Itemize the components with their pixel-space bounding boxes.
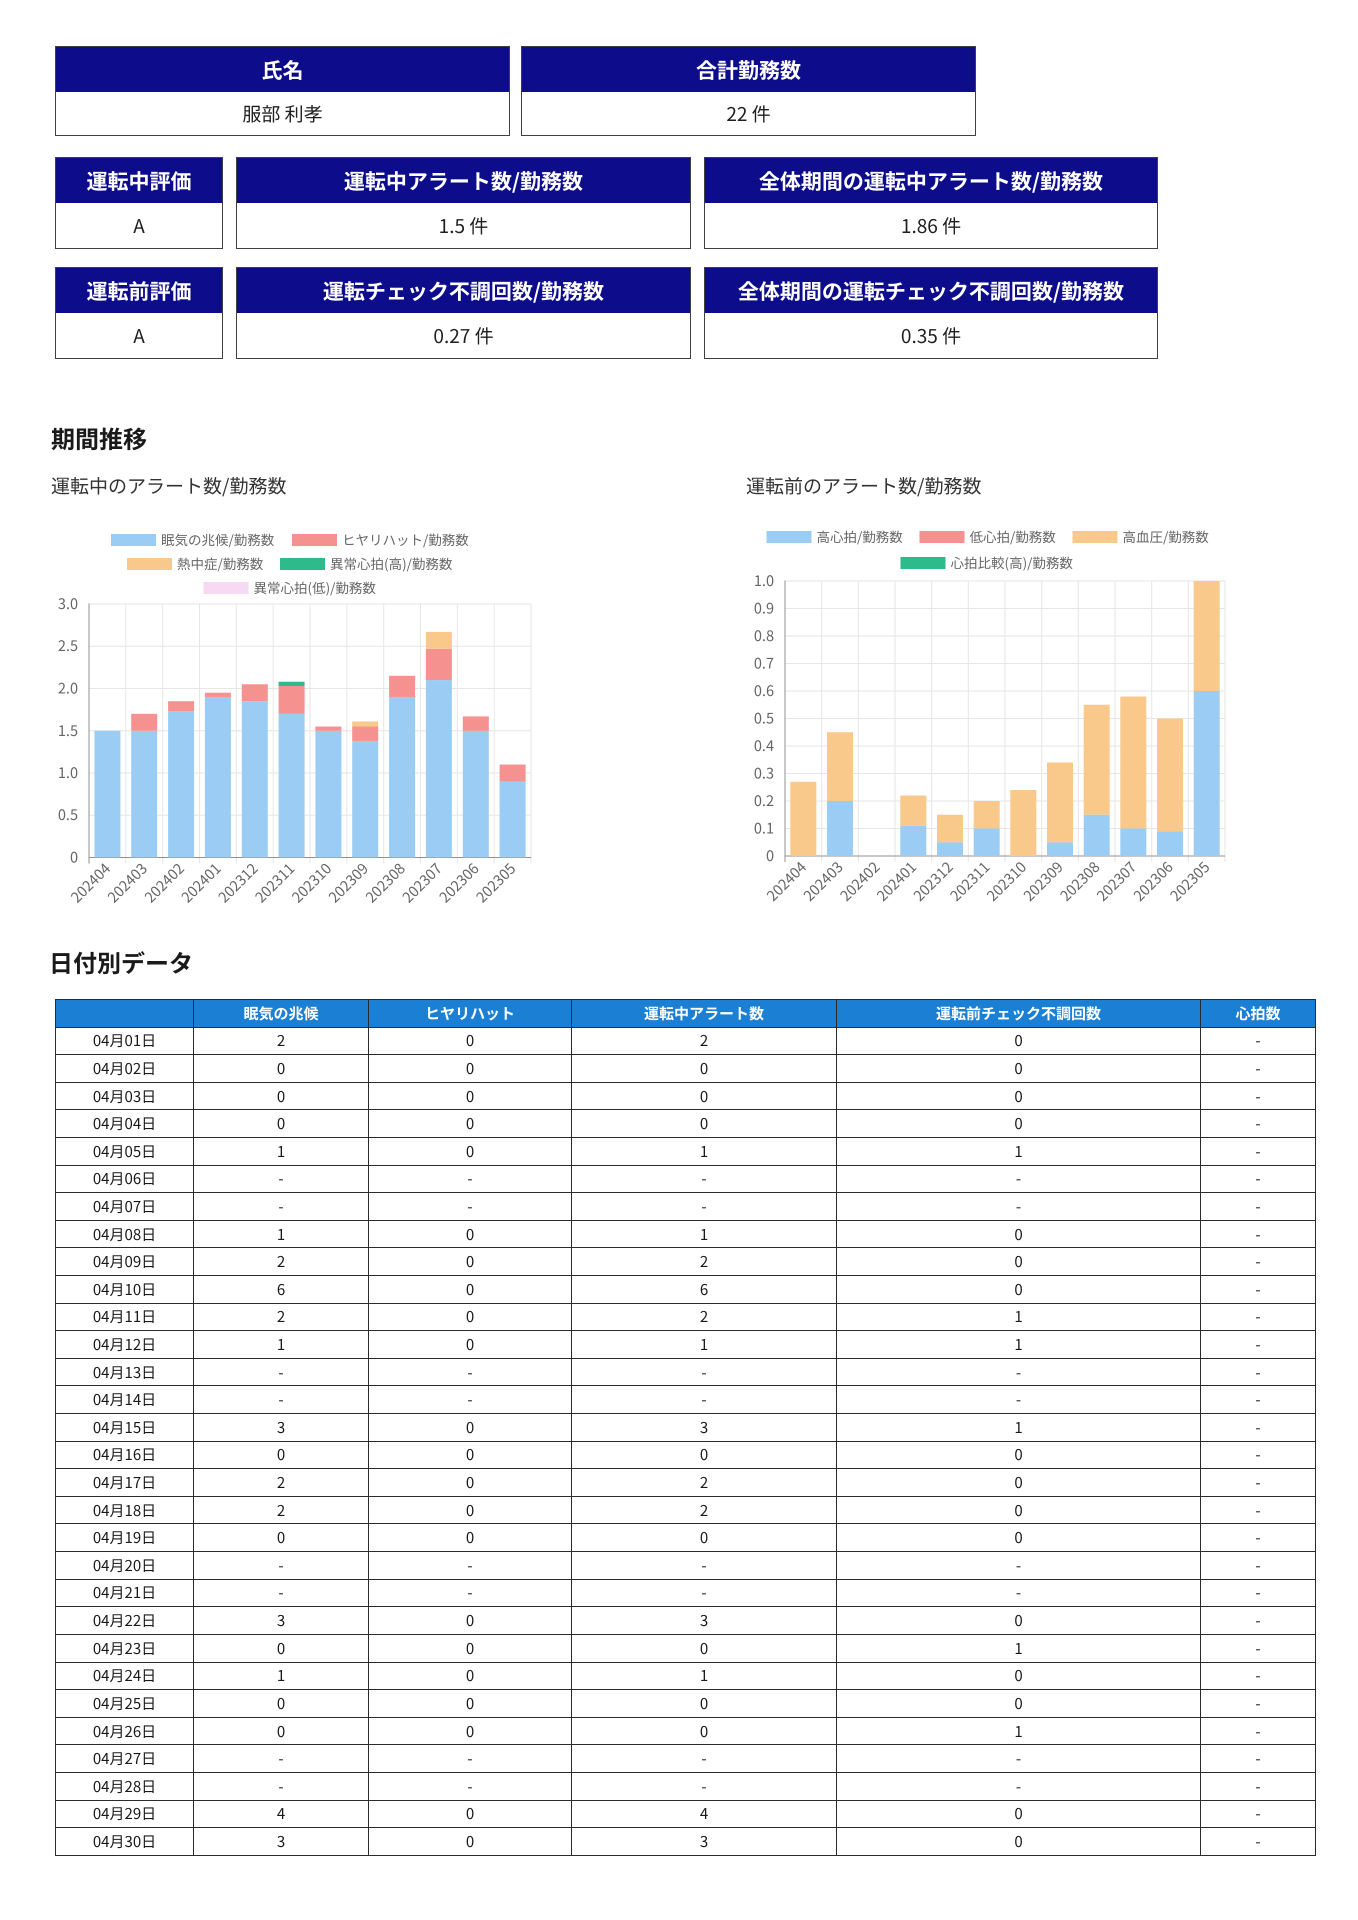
svg-text:202312: 202312 xyxy=(213,858,262,907)
svg-text:202402: 202402 xyxy=(835,857,884,906)
svg-text:2.0: 2.0 xyxy=(58,678,78,699)
svg-text:心拍比較(高)/勤務数: 心拍比較(高)/勤務数 xyxy=(951,552,1074,572)
svg-text:異常心拍(高)/勤務数: 異常心拍(高)/勤務数 xyxy=(330,553,453,573)
svg-text:1.0: 1.0 xyxy=(58,762,78,783)
svg-text:異常心拍(低)/勤務数: 異常心拍(低)/勤務数 xyxy=(254,577,377,597)
svg-text:0.1: 0.1 xyxy=(754,818,774,839)
svg-text:低心拍/勤務数: 低心拍/勤務数 xyxy=(970,526,1057,546)
svg-text:眠気の兆候/勤務数: 眠気の兆候/勤務数 xyxy=(161,529,275,549)
svg-text:202307: 202307 xyxy=(1092,857,1141,906)
svg-text:0.6: 0.6 xyxy=(754,680,774,701)
svg-text:2.5: 2.5 xyxy=(58,635,78,656)
svg-text:0: 0 xyxy=(766,845,774,866)
svg-text:202309: 202309 xyxy=(324,858,373,907)
svg-text:3.0: 3.0 xyxy=(58,593,78,614)
svg-text:202308: 202308 xyxy=(361,858,410,907)
svg-text:202311: 202311 xyxy=(945,857,994,906)
svg-text:0: 0 xyxy=(70,847,78,868)
svg-text:202401: 202401 xyxy=(176,858,225,907)
svg-text:0.5: 0.5 xyxy=(754,708,774,729)
svg-text:0.8: 0.8 xyxy=(754,625,774,646)
svg-text:202402: 202402 xyxy=(140,858,189,907)
svg-text:202403: 202403 xyxy=(799,857,848,906)
svg-text:0.7: 0.7 xyxy=(754,653,774,674)
svg-text:202403: 202403 xyxy=(103,858,152,907)
svg-text:0.2: 0.2 xyxy=(754,790,774,811)
svg-text:202309: 202309 xyxy=(1019,857,1068,906)
svg-text:1.0: 1.0 xyxy=(754,570,774,591)
svg-text:202308: 202308 xyxy=(1055,857,1104,906)
svg-text:0.5: 0.5 xyxy=(58,804,78,825)
svg-text:高血圧/勤務数: 高血圧/勤務数 xyxy=(1123,526,1210,546)
svg-text:高心拍/勤務数: 高心拍/勤務数 xyxy=(817,526,904,546)
svg-text:202310: 202310 xyxy=(287,858,336,907)
svg-text:0.9: 0.9 xyxy=(754,598,774,619)
svg-text:202310: 202310 xyxy=(982,857,1031,906)
svg-text:0.3: 0.3 xyxy=(754,763,774,784)
svg-text:熱中症/勤務数: 熱中症/勤務数 xyxy=(177,553,264,573)
svg-text:202312: 202312 xyxy=(909,857,958,906)
svg-text:202401: 202401 xyxy=(872,857,921,906)
svg-text:202307: 202307 xyxy=(397,858,446,907)
svg-text:0.4: 0.4 xyxy=(754,735,774,756)
svg-text:ヒヤリハット/勤務数: ヒヤリハット/勤務数 xyxy=(342,529,469,549)
svg-text:202305: 202305 xyxy=(471,858,520,907)
svg-text:202305: 202305 xyxy=(1165,857,1214,906)
svg-text:1.5: 1.5 xyxy=(58,720,78,741)
svg-text:202306: 202306 xyxy=(1129,857,1178,906)
svg-text:202306: 202306 xyxy=(434,858,483,907)
svg-text:202311: 202311 xyxy=(250,858,299,907)
